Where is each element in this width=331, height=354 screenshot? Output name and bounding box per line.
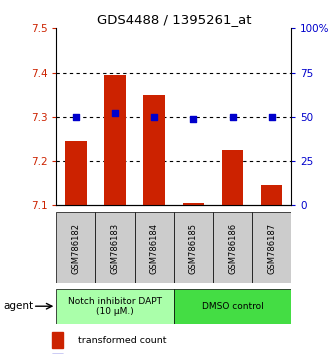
Bar	[56, 212, 95, 283]
Bar	[213, 212, 252, 283]
Bar	[52, 332, 63, 348]
Bar	[65, 141, 87, 205]
Text: GSM786183: GSM786183	[111, 223, 119, 274]
Point	[113, 110, 118, 116]
Bar	[95, 212, 135, 283]
Text: GSM786186: GSM786186	[228, 223, 237, 274]
Bar	[261, 185, 282, 205]
Text: agent: agent	[3, 301, 33, 311]
Point	[230, 114, 235, 120]
Point	[191, 116, 196, 121]
Text: DMSO control: DMSO control	[202, 302, 263, 311]
Point	[269, 114, 274, 120]
Point	[73, 114, 78, 120]
Bar	[174, 289, 291, 324]
Bar	[222, 150, 243, 205]
Text: Notch inhibitor DAPT
(10 μM.): Notch inhibitor DAPT (10 μM.)	[68, 297, 162, 316]
Bar	[252, 212, 291, 283]
Text: GSM786184: GSM786184	[150, 223, 159, 274]
Bar	[104, 75, 126, 205]
Bar	[183, 203, 204, 205]
Bar	[135, 212, 174, 283]
Text: GSM786187: GSM786187	[267, 223, 276, 274]
Bar	[174, 212, 213, 283]
Text: GSM786185: GSM786185	[189, 223, 198, 274]
Point	[152, 114, 157, 120]
Text: GSM786182: GSM786182	[71, 223, 80, 274]
Text: transformed count: transformed count	[78, 336, 167, 344]
Bar	[143, 95, 165, 205]
Bar	[56, 289, 174, 324]
Title: GDS4488 / 1395261_at: GDS4488 / 1395261_at	[97, 13, 251, 26]
